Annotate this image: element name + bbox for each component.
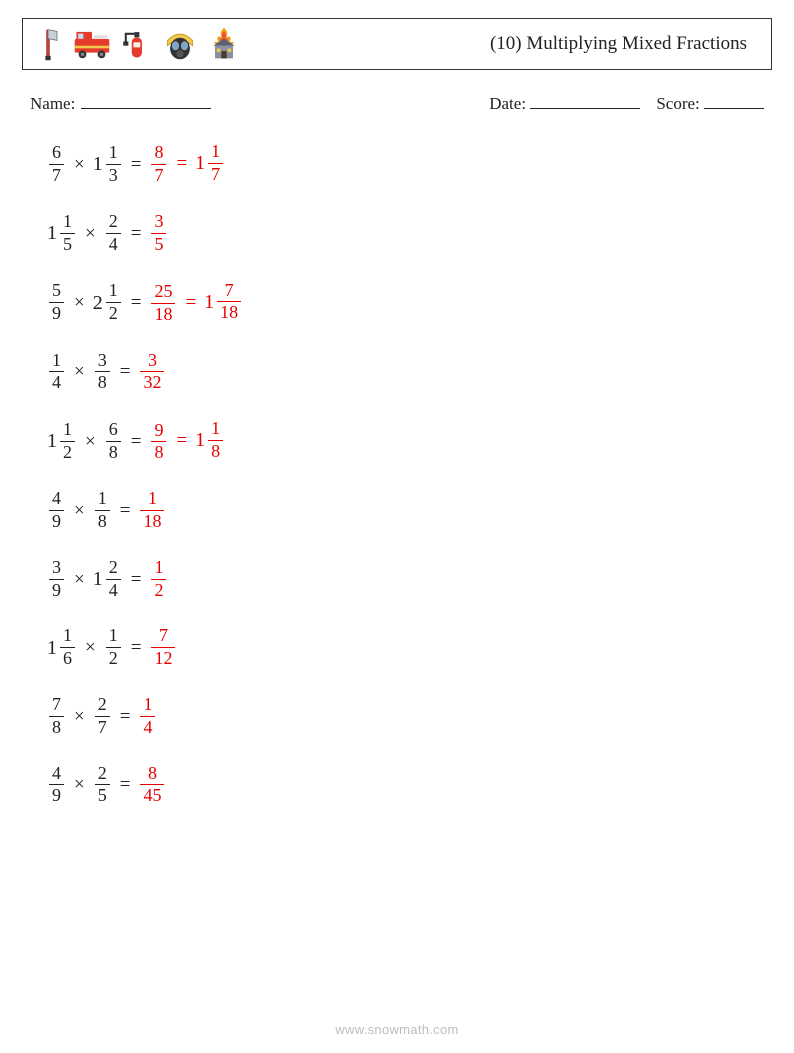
score-blank[interactable] <box>704 92 764 109</box>
name-blank[interactable] <box>81 92 211 109</box>
equals-sign: = <box>131 570 142 589</box>
problem-row: 115×24=35 <box>47 212 772 255</box>
worksheet-page: (10) Multiplying Mixed Fractions Name: D… <box>0 0 794 1053</box>
equals-sign: = <box>131 638 142 657</box>
multiply-op: × <box>74 362 85 381</box>
info-row: Name: Date: Score: <box>30 92 764 114</box>
problem-row: 116×12=712 <box>47 626 772 669</box>
score-label: Score: <box>656 94 699 113</box>
answer: 14 <box>138 695 157 738</box>
answer: 87=117 <box>149 142 225 186</box>
firefighter-icon <box>161 25 199 63</box>
answer: 845 <box>138 764 166 807</box>
problem-row: 14×38=332 <box>47 351 772 394</box>
multiply-op: × <box>74 775 85 794</box>
date-label: Date: <box>489 94 526 113</box>
problem-row: 78×27=14 <box>47 695 772 738</box>
extinguisher-icon <box>117 25 155 63</box>
problem-row: 39×124=12 <box>47 558 772 601</box>
header-bar: (10) Multiplying Mixed Fractions <box>22 18 772 70</box>
answer: 35 <box>149 212 168 255</box>
worksheet-title: (10) Multiplying Mixed Fractions <box>490 33 747 55</box>
equals-sign: = <box>120 362 131 381</box>
axe-icon <box>29 25 67 63</box>
problems-list: 67×113=87=117115×24=3559×212=2518=171814… <box>47 142 772 806</box>
multiply-op: × <box>85 224 96 243</box>
multiply-op: × <box>74 707 85 726</box>
firetruck-icon <box>73 25 111 63</box>
answer: 118 <box>138 489 166 532</box>
multiply-op: × <box>85 638 96 657</box>
multiply-op: × <box>85 432 96 451</box>
equals-sign: = <box>131 432 142 451</box>
equals-sign: = <box>120 775 131 794</box>
multiply-op: × <box>74 155 85 174</box>
name-label: Name: <box>30 94 75 114</box>
header-icons <box>29 25 243 63</box>
multiply-op: × <box>74 570 85 589</box>
equals-sign: = <box>131 224 142 243</box>
problem-row: 49×18=118 <box>47 489 772 532</box>
answer: 2518=1718 <box>149 281 243 325</box>
problem-row: 112×68=98=118 <box>47 419 772 463</box>
problem-row: 67×113=87=117 <box>47 142 772 186</box>
equals-sign: = <box>131 155 142 174</box>
date-blank[interactable] <box>530 92 640 109</box>
answer: 712 <box>149 626 177 669</box>
multiply-op: × <box>74 501 85 520</box>
equals-sign: = <box>120 707 131 726</box>
equals-sign: = <box>120 501 131 520</box>
multiply-op: × <box>74 293 85 312</box>
answer: 12 <box>149 558 168 601</box>
burning-house-icon <box>205 25 243 63</box>
answer: 98=118 <box>149 419 225 463</box>
answer: 332 <box>138 351 166 394</box>
footer-text: www.snowmath.com <box>0 1022 794 1037</box>
problem-row: 59×212=2518=1718 <box>47 281 772 325</box>
equals-sign: = <box>131 293 142 312</box>
problem-row: 49×25=845 <box>47 764 772 807</box>
